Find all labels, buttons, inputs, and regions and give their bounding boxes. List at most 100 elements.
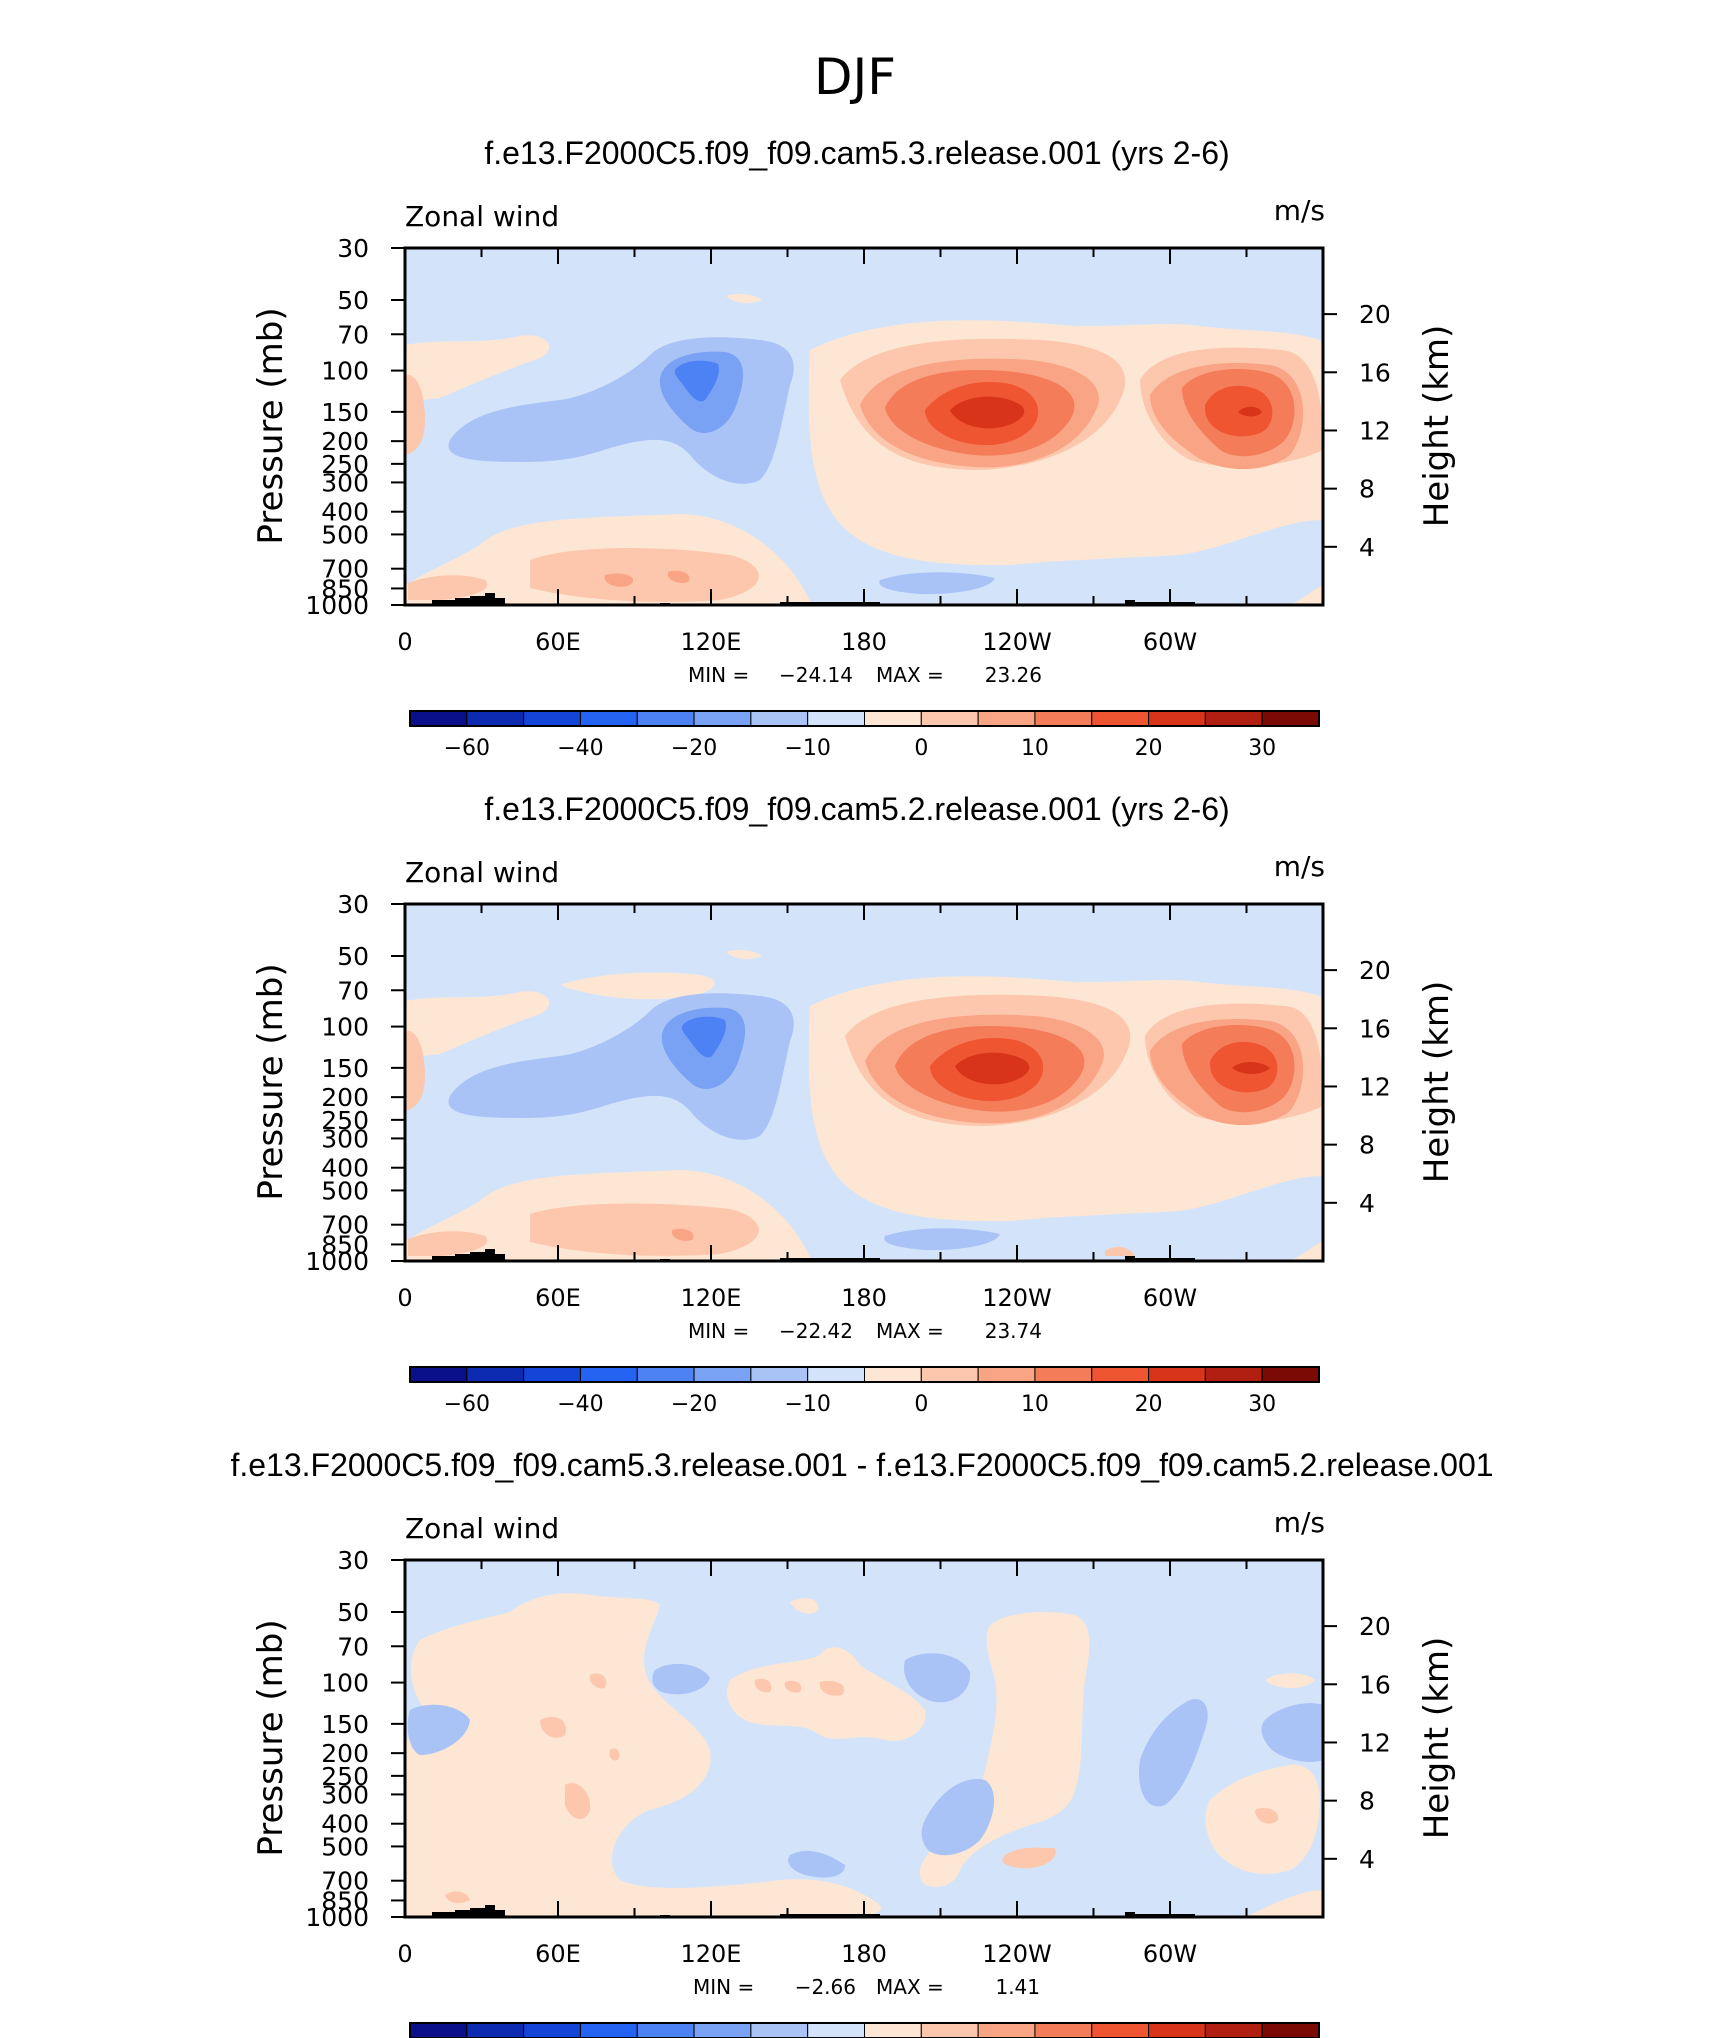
colorbar-label: −20	[671, 736, 717, 761]
y-tick-label: 100	[321, 1013, 369, 1042]
colorbar-label: 0	[914, 1392, 928, 1417]
colorbar-box	[636, 2022, 695, 2038]
x-tick-label: 120W	[982, 628, 1052, 656]
panel-2-y-axis-label: Pressure (mb)	[251, 963, 291, 1200]
y-tick-label: 50	[337, 942, 369, 971]
y-tick-label: 70	[337, 320, 369, 349]
y-tick-label: 200	[321, 427, 369, 456]
colorbar-label: −10	[784, 1392, 830, 1417]
colorbar-label: 10	[1021, 1392, 1049, 1417]
y-tick-label: 850	[321, 574, 369, 603]
y-tick-label: 150	[321, 1710, 369, 1739]
colorbar-label: 10	[1021, 736, 1049, 761]
colorbar-box	[1148, 1366, 1206, 1383]
x-tick-label: 120W	[982, 1940, 1052, 1968]
colorbar-box	[693, 710, 752, 727]
y-tick-label: 70	[337, 1632, 369, 1661]
colorbar-box	[1034, 710, 1093, 727]
colorbar-box	[409, 2022, 468, 2038]
colorbar-label: 30	[1248, 1392, 1276, 1417]
colorbar-box	[523, 1366, 581, 1383]
colorbar-box	[977, 1366, 1036, 1383]
colorbar-box	[977, 2022, 1036, 2038]
figure-title: DJF	[814, 48, 896, 106]
panel-1-colorbar: −60 −40 −20 −10 0 10 20 30	[409, 710, 1320, 761]
y-tick-label: 300	[321, 1124, 369, 1153]
y-tick-label: 700	[321, 555, 369, 584]
panel-3: f.e13.F2000C5.f09_f09.cam5.3.release.001…	[230, 1447, 1494, 2038]
colorbar-box	[636, 710, 695, 727]
colorbar-label: −20	[671, 1392, 717, 1417]
panel-1-variable-label: Zonal wind	[405, 200, 559, 233]
panel-2-min-value: −22.42	[779, 1319, 853, 1343]
x-tick-label: 180	[841, 1940, 887, 1968]
panel-2-max-value: 23.74	[985, 1319, 1042, 1343]
colorbar-box	[1204, 1366, 1263, 1383]
y2-tick-label: 20	[1359, 956, 1391, 985]
panel-2-colorbar: −60 −40 −20 −10 0 10 20 30	[409, 1366, 1320, 1417]
colorbar-box	[693, 2022, 752, 2038]
colorbar-label: 0	[914, 736, 928, 761]
x-tick-label: 60E	[535, 628, 581, 656]
panel-3-contour-field	[405, 1560, 1323, 1917]
colorbar-box	[1091, 2022, 1150, 2038]
y-tick-label: 70	[337, 976, 369, 1005]
colorbar-frame	[409, 2022, 1320, 2038]
colorbar-label: 20	[1135, 736, 1163, 761]
colorbar-box	[750, 1366, 809, 1383]
colorbar-box	[523, 2022, 581, 2038]
x-tick-label: 60W	[1143, 1284, 1197, 1312]
colorbar-label: 20	[1135, 1392, 1163, 1417]
colorbar-box	[1034, 1366, 1093, 1383]
y2-tick-label: 8	[1359, 475, 1375, 504]
y-tick-label: 300	[321, 1780, 369, 1809]
colorbar-box	[864, 2022, 922, 2038]
panel-3-variable-label: Zonal wind	[405, 1512, 559, 1545]
colorbar-box	[466, 2022, 525, 2038]
x-tick-label: 180	[841, 628, 887, 656]
colorbar-box	[579, 710, 638, 727]
colorbar-box	[1261, 710, 1320, 727]
y-tick-label: 400	[321, 498, 369, 527]
panel-3-units-label: m/s	[1274, 1506, 1325, 1539]
y-tick-label: 150	[321, 1054, 369, 1083]
colorbar-box	[1261, 1366, 1320, 1383]
colorbar-box	[1261, 2022, 1320, 2038]
y-tick-label: 850	[321, 1230, 369, 1259]
colorbar-box	[807, 710, 865, 727]
y2-tick-label: 12	[1359, 416, 1391, 445]
y-tick-label: 200	[321, 1739, 369, 1768]
panel-2-max-label: MAX =	[876, 1319, 944, 1343]
colorbar-box	[1091, 1366, 1150, 1383]
y-tick-label: 500	[321, 1832, 369, 1861]
y2-tick-label: 4	[1359, 1845, 1375, 1874]
panel-2-variable-label: Zonal wind	[405, 856, 559, 889]
x-tick-label: 120E	[681, 1940, 742, 1968]
colorbar-box	[750, 710, 809, 727]
colorbar-box	[807, 1366, 865, 1383]
y-tick-label: 1000	[305, 1903, 369, 1932]
panel-1-axes-ticks: 0 60E 120E 180 120W 60W3050701001502002503004…	[305, 234, 1390, 656]
y-tick-label: 1000	[305, 1247, 369, 1276]
colorbar-box	[409, 710, 468, 727]
y2-tick-label: 16	[1359, 358, 1391, 387]
panel-2-axes-ticks: 0 60E 120E 180 120W 60W3050701001502002503004…	[305, 890, 1390, 1312]
y-tick-label: 400	[321, 1810, 369, 1839]
panel-2: f.e13.F2000C5.f09_f09.cam5.2.release.001…	[251, 791, 1457, 1417]
colorbar-label: −40	[557, 1392, 603, 1417]
colorbar-box	[466, 710, 525, 727]
colorbar-box	[864, 1366, 922, 1383]
panel-1-title: f.e13.F2000C5.f09_f09.cam5.3.release.001…	[484, 135, 1229, 171]
panel-1-units-label: m/s	[1274, 194, 1325, 227]
panel-3-min-label: MIN =	[693, 1975, 754, 1999]
colorbar-box	[693, 1366, 752, 1383]
panel-2-units-label: m/s	[1274, 850, 1325, 883]
colorbar-box	[864, 710, 922, 727]
x-tick-label: 180	[841, 1284, 887, 1312]
x-tick-label: 60E	[535, 1284, 581, 1312]
panel-3-max-value: 1.41	[995, 1975, 1040, 1999]
y2-tick-label: 12	[1359, 1728, 1391, 1757]
y-tick-label: 50	[337, 286, 369, 315]
panel-3-y-axis-label: Pressure (mb)	[251, 1619, 291, 1856]
